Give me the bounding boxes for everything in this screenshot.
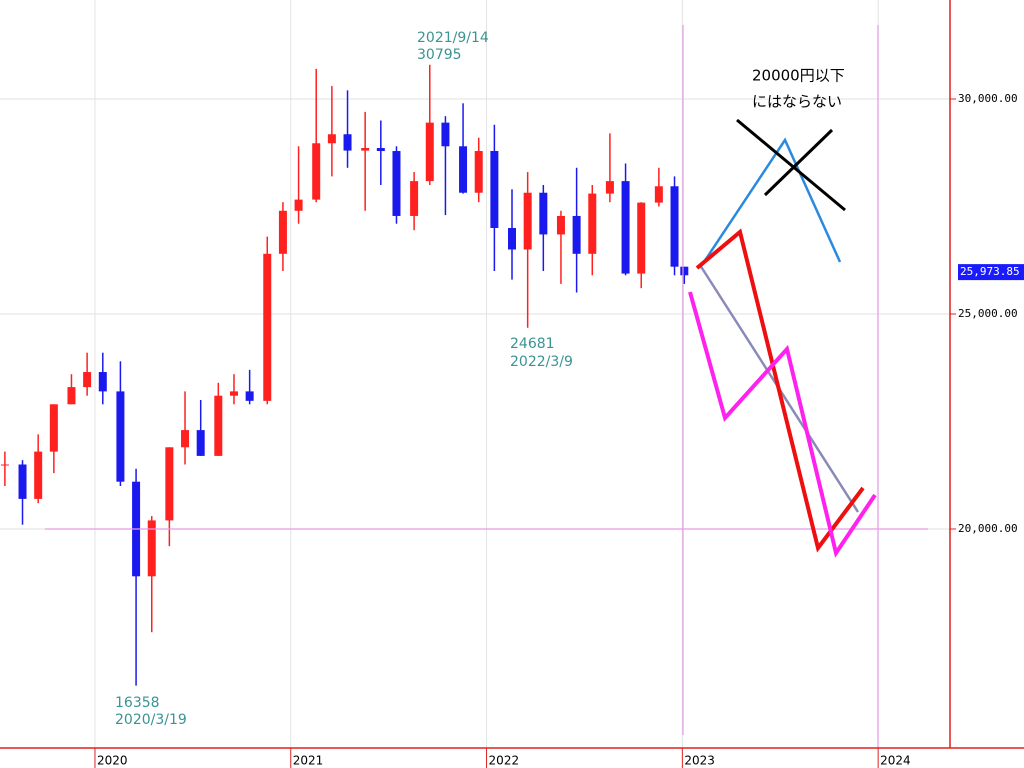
candle-body xyxy=(116,391,125,482)
projection-line xyxy=(695,228,865,553)
candle-body xyxy=(392,151,401,216)
candle-body xyxy=(312,143,321,200)
grid xyxy=(0,0,950,748)
candle-body xyxy=(523,192,532,250)
price-tag xyxy=(958,264,1024,281)
candle-body xyxy=(165,447,174,521)
candle-body xyxy=(361,148,370,151)
candle-body xyxy=(18,464,27,499)
candle-body xyxy=(343,134,352,151)
candles xyxy=(0,64,689,686)
candle-body xyxy=(83,372,92,388)
annotation: 2021/9/14 xyxy=(417,30,489,46)
candle-body xyxy=(327,134,336,144)
axes: 30,000.00 25,000.00 20,000.00 2020 2021 2022 2… xyxy=(94,92,1024,768)
annotation: 2020/3/19 xyxy=(115,712,187,728)
note: 20000円以下 xyxy=(752,67,845,85)
candle-body xyxy=(539,192,548,235)
candle-body xyxy=(508,227,517,250)
candle-body xyxy=(376,148,385,152)
projection-line xyxy=(698,137,842,269)
candle-body xyxy=(181,430,190,448)
x-tick-label: 2020 xyxy=(97,754,128,768)
annotation: 2022/3/9 xyxy=(510,354,573,370)
candle-body xyxy=(34,451,43,499)
candle-body xyxy=(474,151,483,193)
candle-body xyxy=(621,181,630,274)
y-tick-label: 25,000.00 xyxy=(958,307,1018,320)
note: にはならない xyxy=(752,93,842,111)
candle-body xyxy=(410,181,419,216)
candle-body xyxy=(654,186,663,203)
annotation: 16358 xyxy=(115,695,160,711)
candle-body xyxy=(670,186,679,267)
candle-body xyxy=(245,391,254,401)
candle-body xyxy=(67,387,76,405)
cross-mark xyxy=(763,128,834,197)
candle-body xyxy=(605,181,614,194)
drawings xyxy=(45,25,928,748)
annotation: 24681 xyxy=(510,336,555,352)
candle-body xyxy=(490,151,499,228)
projection-line xyxy=(688,291,877,558)
candle-body xyxy=(196,430,205,456)
candle-body xyxy=(425,122,434,182)
candle-body xyxy=(147,520,156,577)
y-tick-label: 20,000.00 xyxy=(958,522,1018,535)
annotation: 30795 xyxy=(417,47,462,63)
candle-body xyxy=(459,146,468,193)
candle-body xyxy=(0,464,9,466)
candle-body xyxy=(588,193,597,254)
candle-body xyxy=(263,253,272,401)
x-tick-label: 2022 xyxy=(489,754,520,768)
candle-body xyxy=(441,122,450,147)
candle-body xyxy=(98,372,107,392)
candle-body xyxy=(49,404,58,452)
candle-body xyxy=(637,202,646,274)
x-tick-label: 2021 xyxy=(293,754,324,768)
candle-body xyxy=(214,395,223,456)
x-tick-label: 2024 xyxy=(880,754,911,768)
candle-body xyxy=(572,215,581,254)
candle-body xyxy=(294,199,303,211)
candle-body xyxy=(556,215,565,235)
y-tick-label: 30,000.00 xyxy=(958,92,1018,105)
price-tag-label: 25,973.85 xyxy=(960,265,1020,278)
candle-body xyxy=(278,210,287,254)
candle-body xyxy=(680,266,689,276)
cross-mark xyxy=(736,118,846,212)
x-tick-label: 2023 xyxy=(684,754,715,768)
candle-body xyxy=(229,391,238,396)
